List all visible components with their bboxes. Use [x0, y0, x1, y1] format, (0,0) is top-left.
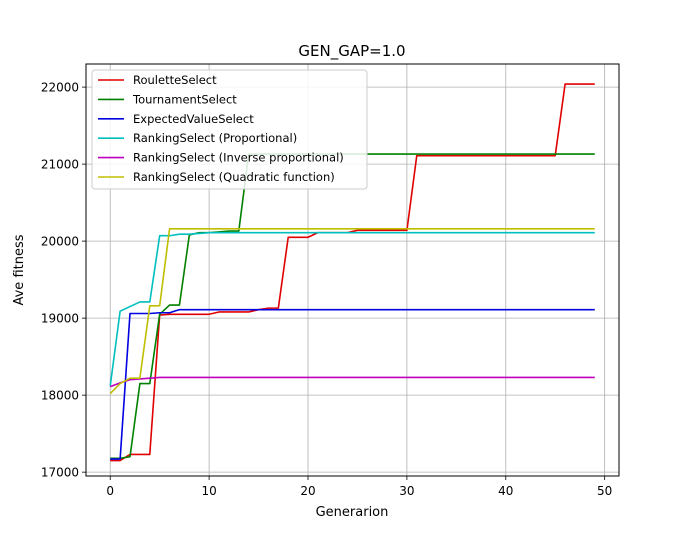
series-line-1 — [110, 83, 595, 462]
y-tick-label: 19000 — [41, 312, 79, 326]
legend-label-6: RankingSelect (Quadratic function) — [133, 170, 335, 184]
series-line-6 — [109, 228, 595, 395]
legend-label-1: RouletteSelect — [133, 73, 217, 87]
legend: RouletteSelect TournamentSelect ExpectedVa… — [91, 69, 368, 190]
axis-ticks: 0 10 20 30 40 50 17000 18000 19000 20000 21000 2200… — [41, 81, 612, 498]
legend-label-2: TournamentSelect — [132, 92, 237, 106]
series-line-5 — [109, 376, 595, 388]
series-line-4 — [109, 231, 595, 387]
x-tick-label: 20 — [300, 484, 315, 498]
y-tick-label: 22000 — [41, 81, 79, 95]
y-tick-label: 21000 — [41, 158, 79, 172]
y-axis-label: Ave fitness — [12, 234, 27, 305]
x-tick-label: 50 — [597, 484, 612, 498]
x-axis-label: Generarion — [316, 505, 389, 520]
legend-label-5: RankingSelect (Inverse proportional) — [133, 151, 344, 165]
plot-frame — [85, 63, 620, 477]
y-tick-label: 20000 — [41, 235, 79, 249]
legend-label-3: ExpectedValueSelect — [133, 112, 254, 126]
chart-title: GEN_GAP=1.0 — [298, 42, 405, 61]
y-tick-label: 17000 — [41, 466, 79, 480]
x-tick-label: 30 — [399, 484, 414, 498]
x-tick-label: 10 — [201, 484, 216, 498]
y-tick-label: 18000 — [41, 389, 79, 403]
x-tick-label: 0 — [106, 484, 114, 498]
legend-box — [91, 69, 368, 190]
series-line-3 — [110, 308, 595, 460]
legend-label-4: RankingSelect (Proportional) — [133, 131, 297, 145]
x-tick-label: 40 — [498, 484, 513, 498]
